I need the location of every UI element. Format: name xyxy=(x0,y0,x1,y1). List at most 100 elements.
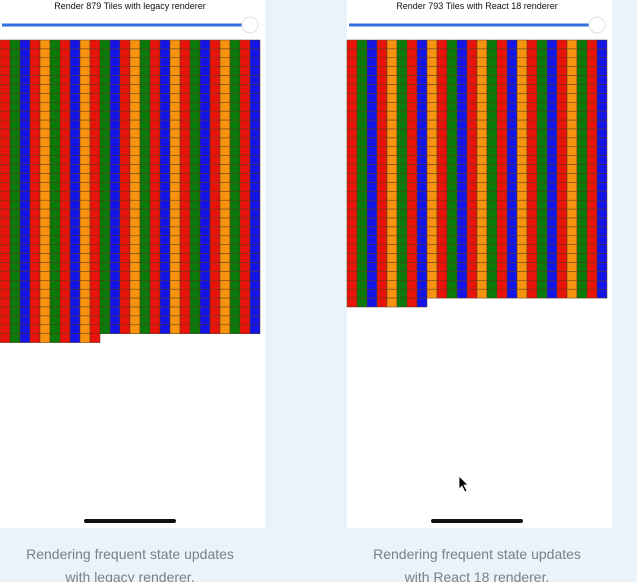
tile xyxy=(416,155,428,165)
tile xyxy=(59,102,71,112)
tile xyxy=(576,217,588,228)
tile xyxy=(9,48,21,59)
tile xyxy=(239,191,251,201)
tile xyxy=(239,226,251,237)
tile xyxy=(406,128,418,139)
tile xyxy=(119,271,131,281)
tile xyxy=(149,208,161,219)
tile xyxy=(576,244,588,254)
tile xyxy=(466,244,478,254)
tile xyxy=(586,191,598,201)
tile xyxy=(526,244,538,254)
tile xyxy=(89,57,101,67)
tile xyxy=(556,48,568,59)
tile xyxy=(536,84,548,94)
tile xyxy=(149,191,161,201)
tile xyxy=(356,128,368,139)
tile xyxy=(169,244,181,254)
tile xyxy=(586,271,598,281)
tile xyxy=(89,93,101,103)
tile xyxy=(516,93,528,103)
tile xyxy=(219,262,231,272)
tile xyxy=(566,93,578,103)
tile xyxy=(189,217,201,228)
tile xyxy=(19,146,31,156)
tile xyxy=(566,48,578,59)
tile xyxy=(436,93,448,103)
tile xyxy=(109,182,121,192)
tile xyxy=(576,173,588,183)
phone-panel: Render 793 Tiles with React 18 rendererR… xyxy=(346,0,612,582)
tile xyxy=(39,182,51,192)
tile xyxy=(179,262,191,272)
tile xyxy=(366,66,378,76)
tile xyxy=(39,102,51,112)
tile xyxy=(0,146,11,156)
tile xyxy=(139,280,151,290)
tile xyxy=(0,128,11,139)
tile xyxy=(416,48,428,59)
tile xyxy=(39,271,51,281)
tile xyxy=(486,235,498,245)
tile xyxy=(99,199,111,210)
tile xyxy=(406,191,418,201)
tile xyxy=(506,164,518,174)
tile xyxy=(129,48,141,59)
tile xyxy=(386,102,398,112)
tile xyxy=(446,226,458,237)
tile xyxy=(556,235,568,245)
tile xyxy=(446,164,458,174)
tile xyxy=(456,110,468,121)
tile xyxy=(199,119,211,130)
tile xyxy=(239,235,251,245)
tile xyxy=(396,164,408,174)
tile xyxy=(149,280,161,290)
tile xyxy=(89,66,101,76)
tile xyxy=(396,208,408,219)
tile xyxy=(576,288,588,299)
tile xyxy=(19,244,31,254)
tile xyxy=(149,119,161,130)
tile xyxy=(99,57,111,67)
tile xyxy=(89,102,101,112)
tile xyxy=(506,262,518,272)
tile xyxy=(536,271,548,281)
tile xyxy=(39,48,51,59)
tile xyxy=(586,137,598,148)
tile xyxy=(29,262,41,272)
tile xyxy=(406,288,418,299)
tile xyxy=(69,164,81,174)
tile xyxy=(39,128,51,139)
tile xyxy=(0,226,11,237)
tile xyxy=(476,208,488,219)
tile xyxy=(446,235,458,245)
tile xyxy=(586,280,598,290)
tile xyxy=(119,262,131,272)
tile xyxy=(486,199,498,210)
tile xyxy=(416,288,428,299)
tile xyxy=(596,84,608,94)
tile xyxy=(169,271,181,281)
tile xyxy=(536,173,548,183)
tile xyxy=(179,75,191,85)
tile xyxy=(249,128,261,139)
tile xyxy=(9,208,21,219)
tile xyxy=(249,110,261,121)
tile xyxy=(506,110,518,121)
tile xyxy=(506,244,518,254)
tile xyxy=(526,262,538,272)
tile xyxy=(0,119,11,130)
tile xyxy=(109,315,121,326)
tile xyxy=(446,288,458,299)
tile xyxy=(426,137,438,148)
tile xyxy=(219,93,231,103)
tile xyxy=(169,57,181,67)
tile xyxy=(209,244,221,254)
tile xyxy=(396,297,408,308)
tile xyxy=(229,146,241,156)
tile xyxy=(219,75,231,85)
tile xyxy=(169,280,181,290)
tile xyxy=(506,226,518,237)
tile xyxy=(546,244,558,254)
caption-line: with React 18 renderer. xyxy=(404,569,550,582)
